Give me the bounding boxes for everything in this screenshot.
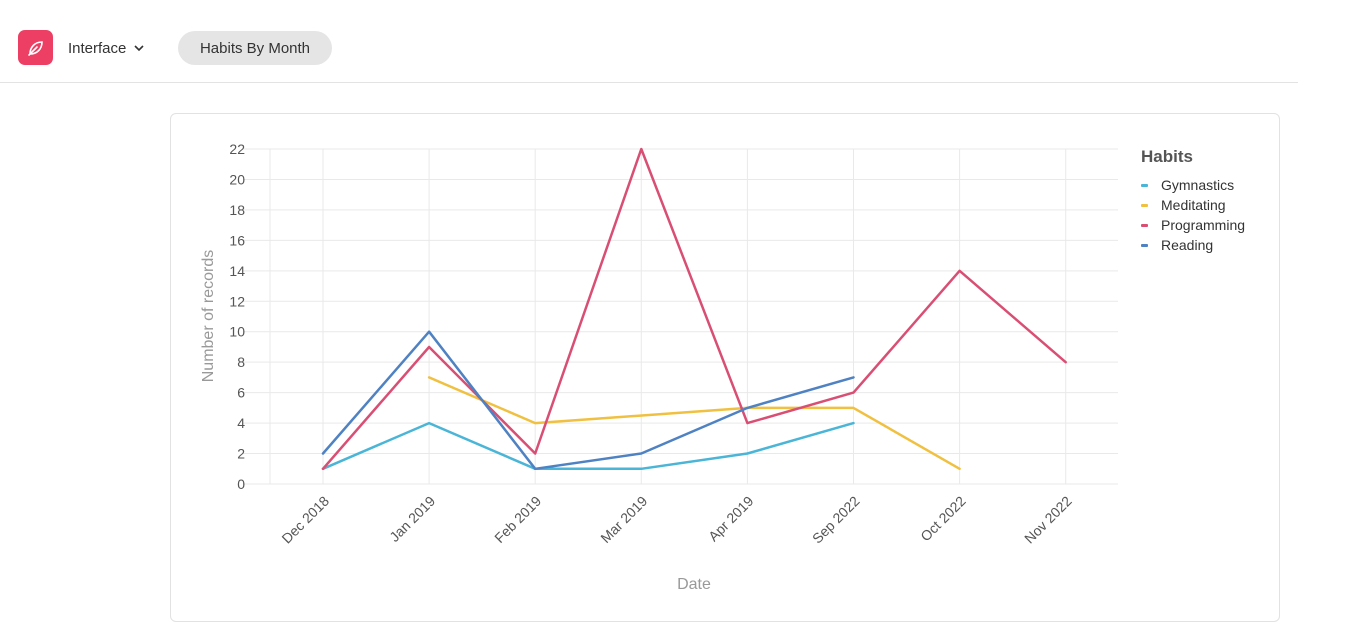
leaf-icon <box>27 40 43 56</box>
legend-swatch <box>1141 203 1148 207</box>
legend-label: Meditating <box>1161 197 1226 213</box>
x-tick-label: Feb 2019 <box>491 493 544 546</box>
x-axis-title: Date <box>677 576 711 593</box>
app-logo[interactable] <box>18 30 53 65</box>
legend-item-programming[interactable]: Programming <box>1141 215 1271 235</box>
legend-swatch <box>1141 183 1148 187</box>
legend-label: Gymnastics <box>1161 177 1235 193</box>
y-axis-title: Number of records <box>200 250 217 383</box>
tab-label: Habits By Month <box>199 39 311 57</box>
y-tick-label: 4 <box>237 415 245 431</box>
y-tick-label: 10 <box>229 324 245 340</box>
y-tick-label: 22 <box>229 141 245 157</box>
legend-swatch <box>1141 223 1148 227</box>
x-tick-label: Nov 2022 <box>1021 493 1075 547</box>
top-bar: Interface Habits By Month <box>0 0 1298 83</box>
y-tick-label: 20 <box>229 171 245 187</box>
series-line-gymnastics <box>321 421 855 471</box>
legend-item-gymnastics[interactable]: Gymnastics <box>1141 175 1271 195</box>
series-line-programming <box>321 147 1067 471</box>
y-tick-label: 2 <box>237 446 245 462</box>
legend-item-meditating[interactable]: Meditating <box>1141 195 1271 215</box>
y-tick-label: 8 <box>237 354 245 370</box>
x-tick-label: Jan 2019 <box>386 493 438 545</box>
y-tick-label: 14 <box>229 263 245 279</box>
legend-label: Reading <box>1161 237 1214 253</box>
x-tick-label: Oct 2022 <box>917 493 969 545</box>
chart-legend: Habits Gymnastics Meditating Programming Re… <box>1141 147 1271 255</box>
x-tick-label: Dec 2018 <box>278 493 332 547</box>
x-tick-label: Mar 2019 <box>597 493 650 546</box>
legend-title: Habits <box>1141 147 1193 166</box>
y-tick-label: 18 <box>229 202 245 218</box>
y-tick-label: 16 <box>229 232 245 248</box>
x-tick-label: Sep 2022 <box>809 493 863 547</box>
interface-menu[interactable]: Interface <box>68 38 144 58</box>
y-tick-label: 6 <box>237 385 245 401</box>
chevron-down-icon <box>134 45 144 52</box>
x-tick-label: Apr 2019 <box>705 493 757 545</box>
y-tick-label: 12 <box>229 293 245 309</box>
y-tick-label: 0 <box>237 476 245 492</box>
series-line-reading <box>321 330 855 471</box>
legend-item-reading[interactable]: Reading <box>1141 235 1271 255</box>
legend-swatch <box>1141 243 1148 247</box>
tab-habits-by-month[interactable]: Habits By Month <box>178 31 332 65</box>
interface-label: Interface <box>68 39 127 57</box>
legend-label: Programming <box>1161 217 1246 233</box>
